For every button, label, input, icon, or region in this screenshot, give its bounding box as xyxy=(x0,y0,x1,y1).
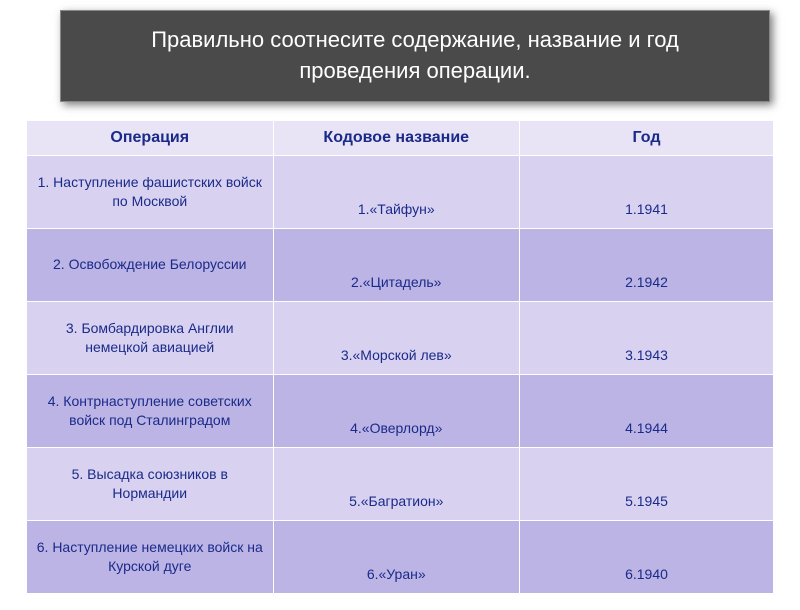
cell-operation: 6. Наступление немецких войск на Курской… xyxy=(27,520,274,593)
table-row: 1. Наступление фашистских войск по Москв… xyxy=(27,155,774,228)
cell-year: 5.1945 xyxy=(520,447,774,520)
cell-year: 1.1941 xyxy=(520,155,774,228)
cell-operation-text: 5. Высадка союзников в Нормандии xyxy=(33,451,267,517)
cell-year-text: 1.1941 xyxy=(526,159,767,225)
cell-year-text: 5.1945 xyxy=(526,451,767,517)
cell-operation: 2. Освобождение Белоруссии xyxy=(27,228,274,301)
cell-year: 6.1940 xyxy=(520,520,774,593)
cell-codename-text: 1.«Тайфун» xyxy=(280,159,514,225)
cell-operation: 3. Бомбардировка Англии немецкой авиацие… xyxy=(27,301,274,374)
cell-year-text: 3.1943 xyxy=(526,305,767,371)
cell-codename: 6.«Уран» xyxy=(273,520,520,593)
table-row: 2. Освобождение Белоруссии 2.«Цитадель» … xyxy=(27,228,774,301)
cell-codename: 1.«Тайфун» xyxy=(273,155,520,228)
cell-operation-text: 3. Бомбардировка Англии немецкой авиацие… xyxy=(33,305,267,371)
col-header-codename: Кодовое название xyxy=(273,120,520,155)
cell-operation: 4. Контрнаступление советских войск под … xyxy=(27,374,274,447)
cell-codename-text: 5.«Багратион» xyxy=(280,451,514,517)
col-header-operation: Операция xyxy=(27,120,274,155)
cell-codename: 2.«Цитадель» xyxy=(273,228,520,301)
table-row: 5. Высадка союзников в Нормандии 5.«Багр… xyxy=(27,447,774,520)
cell-operation-text: 4. Контрнаступление советских войск под … xyxy=(33,378,267,444)
cell-codename-text: 3.«Морской лев» xyxy=(280,305,514,371)
cell-operation: 5. Высадка союзников в Нормандии xyxy=(27,447,274,520)
cell-codename: 3.«Морской лев» xyxy=(273,301,520,374)
table-row: 6. Наступление немецких войск на Курской… xyxy=(27,520,774,593)
table-header-row: Операция Кодовое название Год xyxy=(27,120,774,155)
cell-year-text: 4.1944 xyxy=(526,378,767,444)
cell-year: 4.1944 xyxy=(520,374,774,447)
col-header-year: Год xyxy=(520,120,774,155)
cell-codename-text: 6.«Уран» xyxy=(280,524,514,590)
table-container: Операция Кодовое название Год 1. Наступл… xyxy=(26,120,774,594)
cell-year-text: 6.1940 xyxy=(526,524,767,590)
cell-operation: 1. Наступление фашистских войск по Москв… xyxy=(27,155,274,228)
cell-year: 3.1943 xyxy=(520,301,774,374)
cell-operation-text: 6. Наступление немецких войск на Курской… xyxy=(33,524,267,590)
cell-codename-text: 2.«Цитадель» xyxy=(280,232,514,298)
cell-operation-text: 2. Освобождение Белоруссии xyxy=(33,232,267,298)
cell-operation-text: 1. Наступление фашистских войск по Москв… xyxy=(33,159,267,225)
table-row: 4. Контрнаступление советских войск под … xyxy=(27,374,774,447)
cell-codename: 5.«Багратион» xyxy=(273,447,520,520)
page-title: Правильно соотнесите содержание, названи… xyxy=(91,25,739,87)
title-block: Правильно соотнесите содержание, названи… xyxy=(60,10,770,102)
cell-year-text: 2.1942 xyxy=(526,232,767,298)
cell-codename-text: 4.«Оверлорд» xyxy=(280,378,514,444)
cell-codename: 4.«Оверлорд» xyxy=(273,374,520,447)
cell-year: 2.1942 xyxy=(520,228,774,301)
operations-table: Операция Кодовое название Год 1. Наступл… xyxy=(26,120,774,594)
table-row: 3. Бомбардировка Англии немецкой авиацие… xyxy=(27,301,774,374)
